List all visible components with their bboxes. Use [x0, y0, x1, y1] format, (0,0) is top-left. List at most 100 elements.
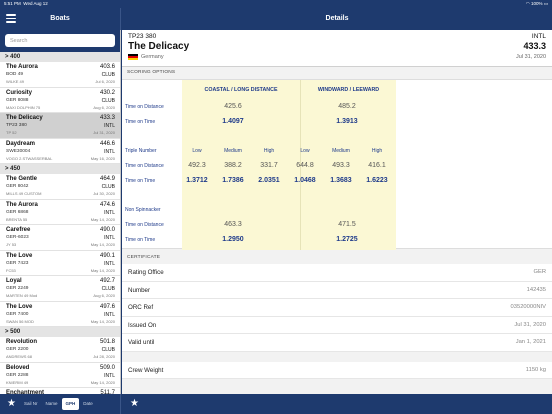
tod-label: Time on Distance	[125, 163, 164, 169]
certificate-key: ORC Ref	[128, 304, 154, 311]
boat-type: FC53	[6, 267, 16, 273]
tot-label: Time on Time	[125, 178, 156, 184]
boat-list-item[interactable]: Beloved GER 2288 KNIERIM 49 509.0 INTL May 14…	[0, 363, 120, 388]
boat-list-item[interactable]: Curiosity GER 8088 MAXI DOLPHIN 75 430.2 CLU…	[0, 88, 120, 113]
triple-coastal-tot-medium: 1.7386	[222, 177, 244, 184]
boat-sail: GER 2249	[6, 286, 29, 291]
boat-sail: GER-6023	[6, 235, 29, 240]
sort-tab-date[interactable]: Date	[83, 401, 93, 406]
boat-name: The Aurora	[6, 64, 38, 70]
sort-tab-sail-nr[interactable]: Sail Nr	[24, 401, 38, 406]
triple-windward-tot-medium: 1.3683	[330, 177, 352, 184]
boat-date: May 14, 2020	[90, 267, 115, 273]
boat-gph: 490.0	[99, 227, 115, 233]
boat-gph: 474.6	[99, 201, 115, 208]
certificate-value: Jul 31, 2020	[514, 321, 546, 328]
nonspin-coastal-tod: 463.3	[224, 221, 242, 228]
triple-coastal-tot-high: 2.0351	[258, 177, 280, 184]
boat-name: The Delicacy	[6, 115, 43, 121]
boat-class: INTL	[104, 209, 115, 216]
certificate-row: Valid until Jan 1, 2021	[122, 334, 552, 352]
certificate-key: Issued On	[128, 321, 157, 329]
boat-list-item[interactable]: The Gentle GER 8042 MILLS 49 CUSTOM 464.9 CL…	[0, 174, 120, 200]
certificate-row: Number 142435	[122, 281, 552, 299]
boat-list-item[interactable]: Revolution GER 2200 ANDREWS 68 501.8 CLUB Jul…	[0, 337, 120, 363]
boat-class: INTL	[104, 123, 115, 129]
sort-tab-name[interactable]: Name	[45, 401, 58, 406]
nonspin-windward-tod: 471.5	[338, 221, 356, 228]
sort-segmented-control: Sail Nr Name GPH Date	[20, 398, 97, 410]
boat-date: Jul 31, 2020	[93, 130, 115, 135]
boat-type: MARTEN 49 Mod	[6, 293, 38, 298]
tot-label: Time on Time	[125, 237, 156, 243]
certificate-row: ORC Ref 03520000NIV	[122, 299, 552, 317]
tod-label: Time on Distance	[125, 104, 164, 110]
section-gap	[122, 351, 552, 362]
favorites-star-icon[interactable]: ★	[7, 398, 16, 409]
menu-icon[interactable]	[6, 14, 16, 23]
triple-windward-tod-low: 644.8	[296, 162, 314, 169]
nonspin-windward-tot: 1.2725	[336, 236, 358, 243]
boat-type: KNIERIM 49	[6, 379, 29, 385]
boat-list-item[interactable]: The Delicacy TP23 380 TP 52 433.3 INTL Jul 31…	[0, 113, 120, 139]
sidebar-title: Boats	[50, 15, 70, 22]
boat-gph: 446.6	[99, 140, 115, 147]
non-spinnaker-label: Non Spinnacker	[125, 207, 161, 213]
boat-sail: GER 2200	[6, 347, 29, 352]
search-input[interactable]	[5, 34, 115, 47]
boat-type: BRENTA 55	[6, 216, 28, 222]
boat-date: May 14, 2020	[90, 379, 115, 385]
column-divider	[300, 80, 301, 250]
certificate-row: Issued On Jul 31, 2020	[122, 316, 552, 334]
boat-gph: 501.8	[99, 339, 115, 345]
boat-name: Enchantment	[6, 390, 45, 394]
certificate-key: Valid until	[128, 339, 155, 346]
windward-high-label: High	[371, 148, 383, 154]
boat-sail: GER 6868	[6, 209, 29, 215]
triple-coastal-tot-low: 1.3712	[186, 177, 208, 184]
group-header: > 450	[0, 164, 120, 174]
boat-name: The Love	[6, 303, 33, 310]
triple-coastal-tod-low: 492.3	[188, 162, 206, 169]
boat-list-item[interactable]: Carefree GER-6023 JY 53 490.0 INTL May 14, 20…	[0, 225, 120, 251]
certificate-row: Rating Office GER	[122, 264, 552, 282]
sort-tab-gph[interactable]: GPH	[61, 398, 80, 410]
triple-windward-tot-low: 1.0468	[294, 177, 316, 184]
boat-class: INTL	[104, 235, 115, 241]
boat-date: May 14, 2020	[90, 242, 115, 247]
boat-type: WILKE 49	[6, 79, 25, 84]
boat-class: INTL	[104, 311, 115, 318]
boat-gph: 430.2	[99, 89, 115, 96]
boat-list-item[interactable]: The Aurora BOD 49 WILKE 49 403.6 CLUB Jul 6, …	[0, 62, 120, 88]
boat-list-item[interactable]: The Aurora GER 6868 BRENTA 55 474.6 INTL May …	[0, 200, 120, 225]
boat-gph: 433.3	[99, 115, 115, 121]
boat-list-item[interactable]: The Love GER 7400 SWAN 56 MOD 497.6 INTL May …	[0, 302, 120, 327]
boat-name: Loyal	[6, 278, 22, 284]
boat-sail-number: TP23 380	[128, 33, 157, 40]
boat-name: The Gentle	[6, 176, 38, 182]
boat-date: May 14, 2020	[90, 216, 115, 222]
boat-list-item[interactable]: Loyal GER 2249 MARTEN 49 Mod 492.7 CLUB Aug 6…	[0, 276, 120, 302]
detail-pane: TP23 380 The Delicacy Germany INTL 433.3…	[122, 30, 552, 394]
windward-low-label: Low	[300, 148, 310, 154]
highlight-area	[182, 80, 396, 250]
boat-list-item[interactable]: The Love GER 7423 FC53 490.1 INTL May 14, 202…	[0, 251, 120, 276]
boat-class: CLUB	[101, 347, 115, 353]
certificate-value: 142435	[526, 286, 546, 293]
sort-toolbar: ★ Sail Nr Name GPH Date	[0, 394, 121, 414]
certificate-value: Jan 1, 2021	[515, 339, 546, 345]
certificate-key: Number	[128, 286, 151, 294]
triple-windward-tod-medium: 493.3	[332, 162, 350, 169]
detail-title: Details	[325, 15, 349, 22]
boat-list-item[interactable]: Daydream SWE30004 VOGO 2.STWASSERBAL 446.6 I…	[0, 139, 120, 164]
triple-windward-tod-high: 416.1	[368, 162, 386, 169]
coastal-tod: 425.6	[224, 103, 242, 110]
windward-medium-label: Medium	[332, 148, 350, 154]
boat-country: Germany	[141, 54, 164, 60]
boat-name: Revolution	[6, 339, 37, 345]
boat-type: VOGO 2.STWASSERBAL	[6, 155, 53, 161]
boat-header: TP23 380 The Delicacy Germany INTL 433.3…	[122, 30, 552, 67]
favorite-boat-star-icon[interactable]: ★	[130, 398, 139, 409]
boat-class: INTL	[531, 33, 546, 40]
